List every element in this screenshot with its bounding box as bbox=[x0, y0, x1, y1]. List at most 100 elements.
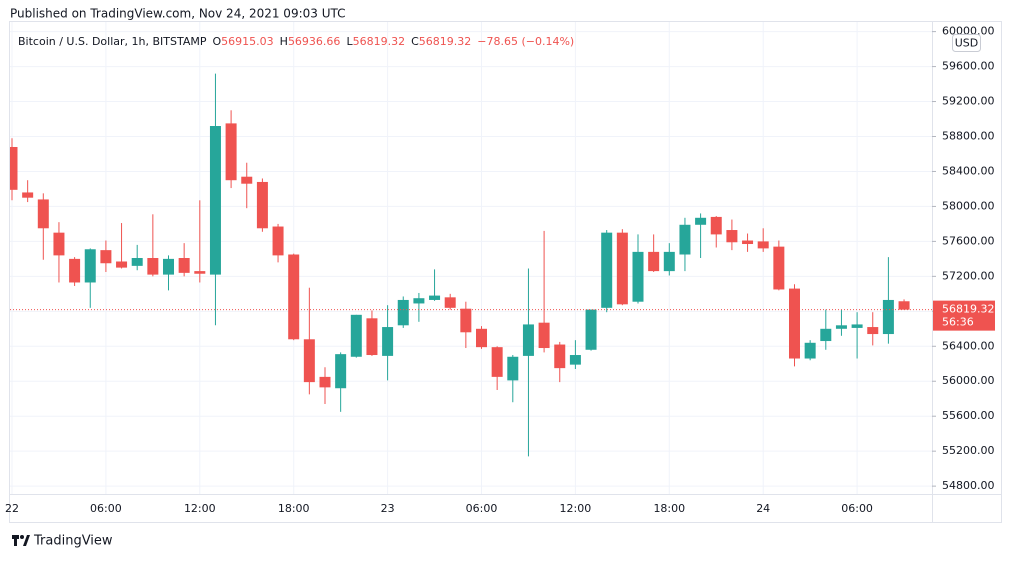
candle-body bbox=[569, 355, 581, 365]
legend-value: 56936.66 bbox=[288, 35, 341, 48]
countdown: 56:36 bbox=[942, 316, 974, 329]
candle-body bbox=[131, 258, 143, 266]
candle-body bbox=[444, 297, 456, 308]
candle-body bbox=[84, 249, 96, 283]
candle-body bbox=[789, 288, 800, 359]
candle-body bbox=[335, 354, 347, 389]
candle-body bbox=[272, 226, 284, 256]
y-tick-label: 57200.00 bbox=[942, 269, 995, 282]
x-tick-label: 06:00 bbox=[90, 502, 122, 515]
candle-body bbox=[476, 328, 487, 348]
candle-body bbox=[10, 146, 18, 190]
legend-value: 56819.32 bbox=[353, 35, 406, 48]
chart-frame bbox=[9, 21, 1002, 523]
y-tick-label: 58000.00 bbox=[942, 199, 995, 212]
candle-body bbox=[601, 232, 613, 308]
last-price-tag bbox=[933, 300, 995, 331]
candle-body bbox=[867, 327, 879, 335]
x-tick-label: 18:00 bbox=[278, 502, 310, 515]
candle-body bbox=[820, 328, 832, 342]
x-tick-label: 06:00 bbox=[841, 502, 873, 515]
candle-body bbox=[742, 240, 754, 245]
currency-box bbox=[952, 34, 981, 52]
y-tick-label: 56400.00 bbox=[942, 339, 995, 352]
legend: Bitcoin / U.S. Dollar, 1h, BITSTAMP O5691… bbox=[18, 35, 574, 48]
legend-label: O bbox=[212, 35, 221, 48]
candle-body bbox=[773, 246, 785, 290]
candle-body bbox=[303, 339, 315, 383]
published-note: Published on TradingView.com, Nov 24, 20… bbox=[10, 7, 346, 21]
y-tick-label: 55600.00 bbox=[942, 409, 995, 422]
last-price-label: 56819.32 bbox=[942, 303, 995, 316]
x-tick-label: 18:00 bbox=[653, 502, 685, 515]
candle-body bbox=[710, 216, 722, 235]
logo bbox=[12, 535, 30, 546]
candle-body bbox=[256, 181, 268, 229]
axes: 54800.00 55200.00 55600.00 56000.00 56400.00… bbox=[5, 25, 995, 515]
candle-body bbox=[163, 258, 174, 275]
candle-body bbox=[209, 126, 221, 275]
candle-body bbox=[679, 224, 691, 255]
x-tick-label: 24 bbox=[756, 502, 770, 515]
candle-body bbox=[616, 232, 628, 305]
candle-body bbox=[585, 309, 597, 350]
candle-body bbox=[460, 308, 472, 333]
candle-body bbox=[319, 376, 331, 388]
candle-body bbox=[382, 327, 394, 356]
currency: USD bbox=[955, 37, 979, 50]
candle-body bbox=[397, 299, 409, 326]
candle-body bbox=[225, 123, 237, 181]
candle-body bbox=[194, 271, 206, 274]
candle-body bbox=[100, 250, 112, 264]
brand: TradingView bbox=[33, 534, 113, 549]
candle-body bbox=[695, 217, 707, 225]
candle-body bbox=[726, 230, 738, 243]
candle-body bbox=[538, 322, 550, 349]
candle-body bbox=[882, 299, 894, 335]
x-tick-label: 12:00 bbox=[560, 502, 592, 515]
legend-value: 56915.03 bbox=[221, 35, 274, 48]
candle-body bbox=[554, 344, 566, 369]
y-tick-label: 55200.00 bbox=[942, 444, 995, 457]
candle-body bbox=[429, 295, 441, 300]
candle-body bbox=[898, 301, 910, 310]
legend-label: H bbox=[280, 35, 288, 48]
candle-body bbox=[69, 258, 81, 283]
candle-body bbox=[37, 199, 49, 229]
legend-value: 56819.32 bbox=[419, 35, 472, 48]
candle-body bbox=[413, 298, 425, 304]
candle-body bbox=[53, 232, 65, 256]
candle-body bbox=[804, 342, 816, 359]
candle-body bbox=[178, 258, 190, 273]
candle-body bbox=[241, 176, 253, 184]
y-tick-label: 59200.00 bbox=[942, 95, 995, 108]
candle-body bbox=[491, 347, 503, 377]
candle-body bbox=[663, 251, 675, 272]
candle-body bbox=[288, 254, 300, 340]
y-tick-label: 58400.00 bbox=[942, 164, 995, 177]
candle-body bbox=[757, 241, 769, 249]
legend-symbol: Bitcoin / U.S. Dollar, 1h, BITSTAMP bbox=[18, 35, 207, 48]
candle-body bbox=[22, 192, 34, 198]
y-tick-label: 56000.00 bbox=[942, 374, 995, 387]
candle-body bbox=[366, 318, 378, 356]
candle-body bbox=[507, 356, 519, 381]
legend-label: C bbox=[411, 35, 419, 48]
y-tick-label: 59600.00 bbox=[942, 60, 995, 73]
candles bbox=[10, 73, 932, 457]
x-tick-label: 23 bbox=[381, 502, 395, 515]
candle-body bbox=[522, 324, 534, 356]
candle-body bbox=[147, 258, 159, 275]
x-tick-label: 06:00 bbox=[466, 502, 498, 515]
candle-body bbox=[116, 261, 128, 268]
candle-body bbox=[350, 314, 362, 357]
y-tick-label: 57600.00 bbox=[942, 234, 995, 247]
x-tick-label: 22 bbox=[5, 502, 19, 515]
candle-body bbox=[835, 325, 847, 329]
candle-body bbox=[851, 324, 863, 328]
candle-body bbox=[648, 251, 660, 272]
candle-body bbox=[632, 251, 644, 302]
y-tick-label: 54800.00 bbox=[942, 479, 995, 492]
